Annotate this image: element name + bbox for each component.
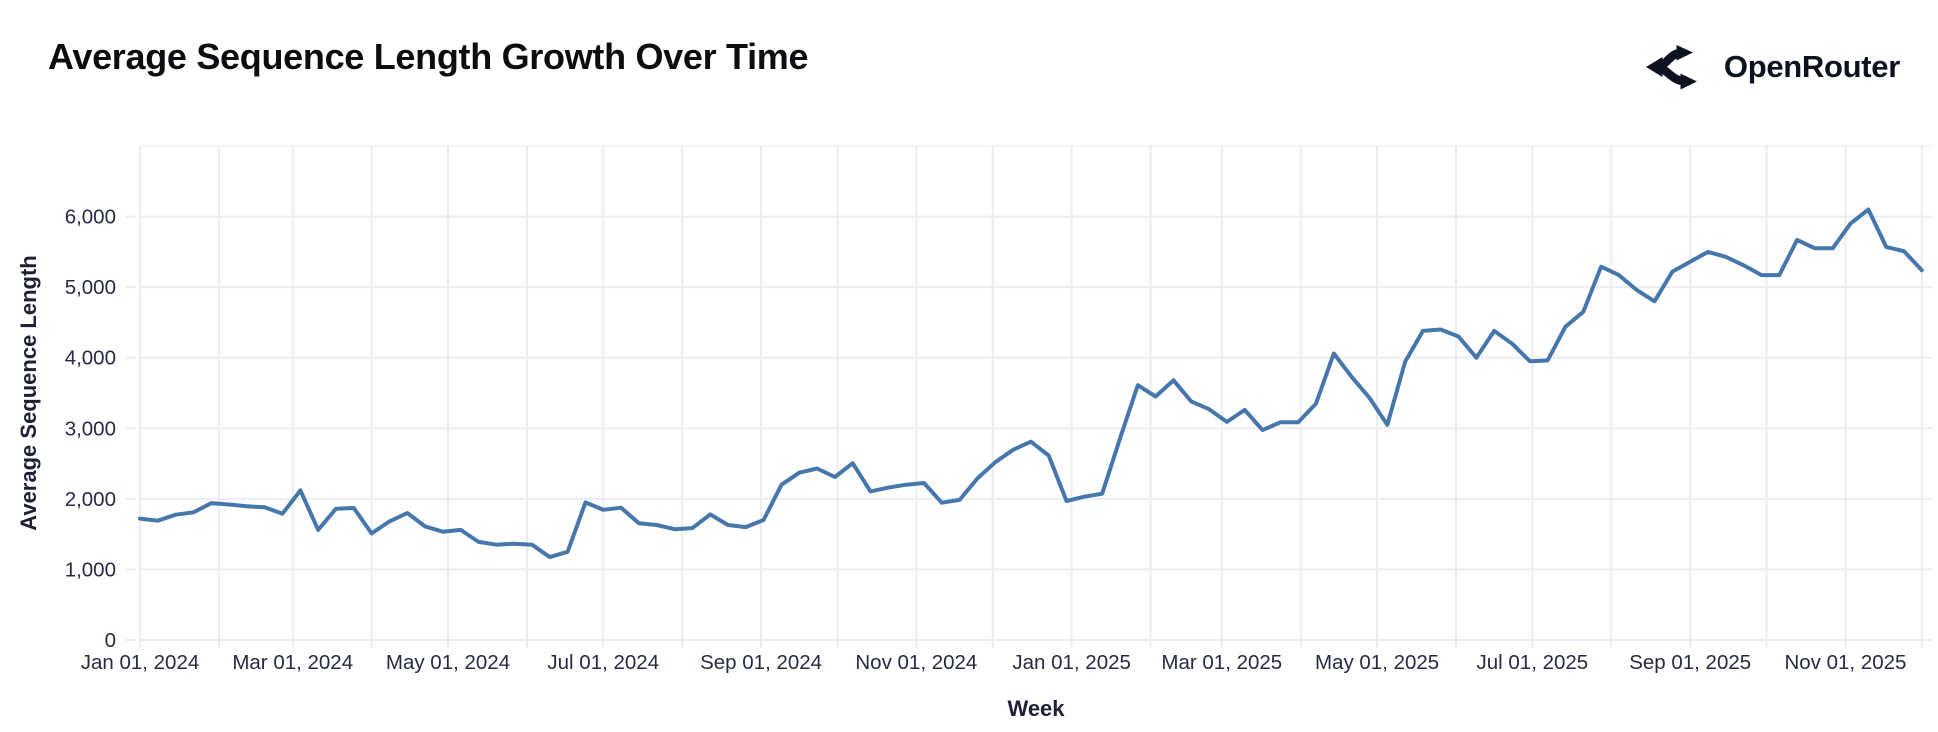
page-title: Average Sequence Length Growth Over Time — [48, 36, 809, 77]
y-tick-label: 0 — [105, 629, 116, 652]
x-tick-label: Jul 01, 2024 — [547, 651, 659, 674]
data-line-average-sequence-length — [138, 207, 1924, 560]
x-tick-label: Jan 01, 2025 — [1012, 651, 1131, 674]
y-tick-label: 6,000 — [65, 206, 116, 229]
x-tick-label: Sep 01, 2024 — [700, 651, 822, 674]
x-tick-label: Jan 01, 2024 — [81, 651, 200, 674]
x-tick-label: Nov 01, 2024 — [855, 651, 977, 674]
x-tick-label: Mar 01, 2024 — [232, 651, 353, 674]
y-axis-title: Average Sequence Length — [16, 255, 41, 530]
x-tick-label: Nov 01, 2025 — [1784, 651, 1906, 674]
y-tick-label: 4,000 — [65, 347, 116, 370]
openrouter-logo-icon — [1645, 45, 1697, 90]
x-tick-label: May 01, 2025 — [1315, 651, 1439, 674]
y-tick-label: 2,000 — [65, 488, 116, 511]
y-tick-label: 3,000 — [65, 417, 116, 440]
y-tick-label: 1,000 — [65, 558, 116, 581]
openrouter-brand: OpenRouter — [1645, 40, 1900, 94]
x-axis-title: Week — [1007, 696, 1065, 721]
x-tick-label: Jul 01, 2025 — [1477, 651, 1589, 674]
x-tick-label: May 01, 2024 — [386, 651, 510, 674]
y-tick-label: 5,000 — [65, 276, 116, 299]
brand-name: OpenRouter — [1723, 49, 1900, 84]
x-tick-label: Sep 01, 2025 — [1629, 651, 1751, 674]
x-tick-label: Mar 01, 2025 — [1161, 651, 1282, 674]
